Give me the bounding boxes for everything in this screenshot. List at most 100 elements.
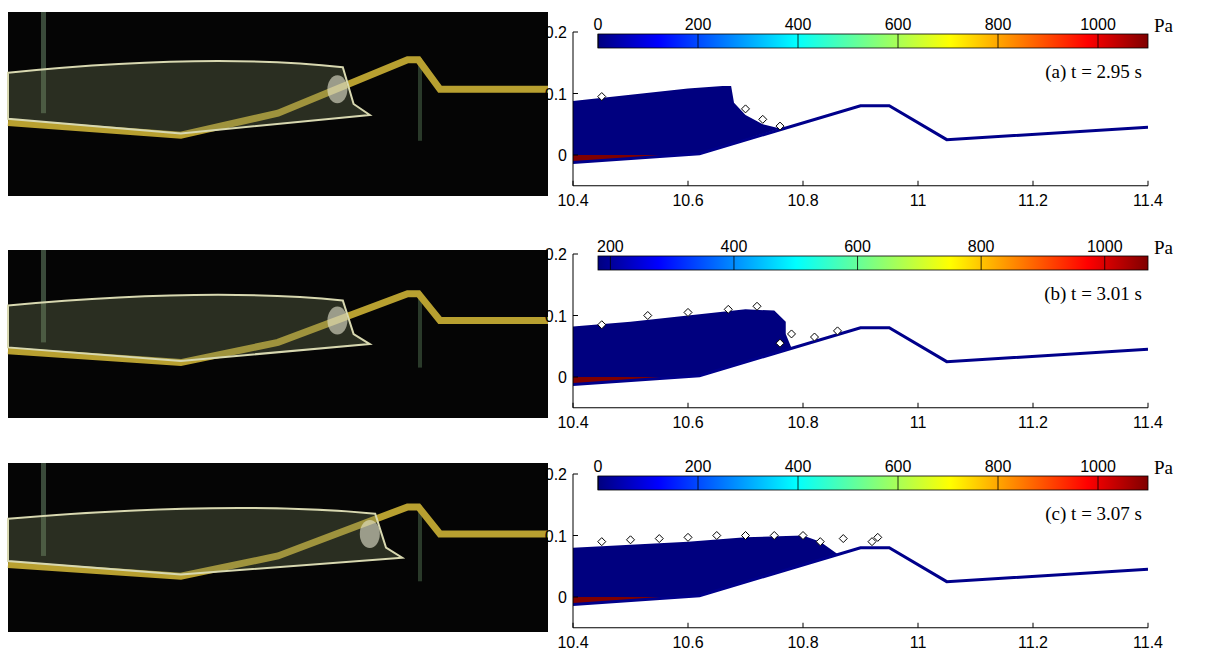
x-tick xyxy=(803,403,804,408)
plot-area xyxy=(573,302,1148,384)
x-tick xyxy=(918,623,919,628)
x-tick xyxy=(573,181,574,186)
fluid-particles xyxy=(573,309,792,384)
experiment-point xyxy=(759,115,767,123)
colorbar-label: Pa xyxy=(1154,237,1174,258)
fluid-particles xyxy=(573,536,849,605)
experiment-point xyxy=(834,327,842,335)
experiment-point xyxy=(788,330,796,338)
colorbar-tick-label: 1000 xyxy=(1080,16,1116,33)
x-tick-label: 10.4 xyxy=(557,192,588,209)
experiment-point xyxy=(598,321,606,329)
plot-area xyxy=(573,532,1148,605)
y-tick xyxy=(573,474,578,475)
colorbar-tick-label: 800 xyxy=(985,16,1012,33)
y-tick-label: 0.2 xyxy=(545,24,567,41)
experiment-point xyxy=(724,305,732,313)
flume-post xyxy=(418,58,422,141)
colorbar-tick-label: 800 xyxy=(968,238,995,255)
colorbar-tick-label: 600 xyxy=(844,238,871,255)
photo-water xyxy=(8,295,370,361)
colorbar-tick xyxy=(1098,34,1099,48)
y-tick-label: 0.2 xyxy=(545,466,567,483)
y-tick xyxy=(573,254,578,255)
y-tick-label: 0 xyxy=(558,369,567,386)
y-tick xyxy=(573,32,578,33)
x-tick xyxy=(688,403,689,408)
colorbar-tick-label: 1000 xyxy=(1087,238,1123,255)
experiment-point xyxy=(684,533,692,541)
experiment-point xyxy=(874,533,882,541)
experiment-point xyxy=(742,105,750,113)
photo-bed xyxy=(8,507,548,576)
y-tick-label: 0 xyxy=(558,589,567,606)
colorbar-tick-label: 600 xyxy=(885,16,912,33)
y-tick xyxy=(573,535,578,536)
x-tick-label: 10.6 xyxy=(672,634,703,651)
colorbar-tick xyxy=(1098,476,1099,490)
experiment-point xyxy=(655,535,663,543)
colorbar-tick xyxy=(857,256,858,270)
panel: 10.410.610.81111.211.400.10.202004006008… xyxy=(545,457,1174,651)
panel: 10.410.610.81111.211.400.10.220040060080… xyxy=(545,237,1174,431)
experiment-point xyxy=(770,532,778,540)
y-axis xyxy=(573,32,574,186)
x-tick xyxy=(1033,623,1034,628)
experiment-point xyxy=(713,532,721,540)
experiment-point xyxy=(644,312,652,320)
colorbar-label: Pa xyxy=(1154,15,1174,36)
y-tick xyxy=(573,597,578,598)
annotation: (c) t = 3.07 s xyxy=(1045,503,1142,525)
y-axis xyxy=(573,254,574,408)
y-tick xyxy=(573,93,578,94)
experiment-point xyxy=(684,308,692,316)
colorbar-tick xyxy=(610,256,611,270)
bed-boundary xyxy=(573,328,1148,385)
colorbar-tick xyxy=(733,256,734,270)
x-tick-label: 11.4 xyxy=(1133,192,1163,209)
colorbar xyxy=(598,34,1148,48)
colorbar-tick xyxy=(598,476,599,490)
x-tick-label: 11 xyxy=(910,192,927,209)
experiment-point xyxy=(753,302,761,310)
colorbar-tick-label: 400 xyxy=(785,16,812,33)
x-tick-label: 11.2 xyxy=(1018,414,1048,431)
x-tick-label: 11 xyxy=(910,634,927,651)
colorbar xyxy=(598,476,1148,490)
y-tick-label: 0.1 xyxy=(545,528,567,545)
photo xyxy=(8,463,548,632)
y-tick-label: 0.2 xyxy=(545,246,567,263)
x-tick-label: 11.4 xyxy=(1133,414,1163,431)
colorbar-tick-label: 400 xyxy=(721,238,748,255)
bed-boundary xyxy=(573,548,1148,605)
x-tick-label: 10.6 xyxy=(672,414,703,431)
x-tick xyxy=(573,403,574,408)
x-axis xyxy=(573,185,1148,186)
colorbar-tick-label: 200 xyxy=(685,458,712,475)
experiment-point xyxy=(627,536,635,544)
y-tick-label: 0 xyxy=(558,147,567,164)
y-tick-label: 0.1 xyxy=(545,308,567,325)
x-tick xyxy=(1148,403,1149,408)
colorbar-tick-label: 200 xyxy=(685,16,712,33)
photo-water xyxy=(8,61,370,133)
experiment-point xyxy=(598,538,606,546)
experiment-point xyxy=(839,535,847,543)
colorbar-tick xyxy=(598,34,599,48)
colorbar-tick xyxy=(798,34,799,48)
colorbar-tick xyxy=(798,476,799,490)
y-tick xyxy=(573,315,578,316)
colorbar-tick xyxy=(998,34,999,48)
photo-background xyxy=(8,463,548,632)
colorbar-tick-label: 600 xyxy=(885,458,912,475)
photo xyxy=(8,250,548,418)
colorbar-tick xyxy=(981,256,982,270)
experiment-point xyxy=(816,538,824,546)
fluid-particles xyxy=(573,86,780,162)
experiment-point xyxy=(776,122,784,130)
x-tick xyxy=(688,181,689,186)
x-tick-label: 11.2 xyxy=(1018,634,1048,651)
experiment-point xyxy=(598,93,606,101)
x-tick-label: 11.4 xyxy=(1133,634,1163,651)
colorbar-label: Pa xyxy=(1154,457,1174,478)
